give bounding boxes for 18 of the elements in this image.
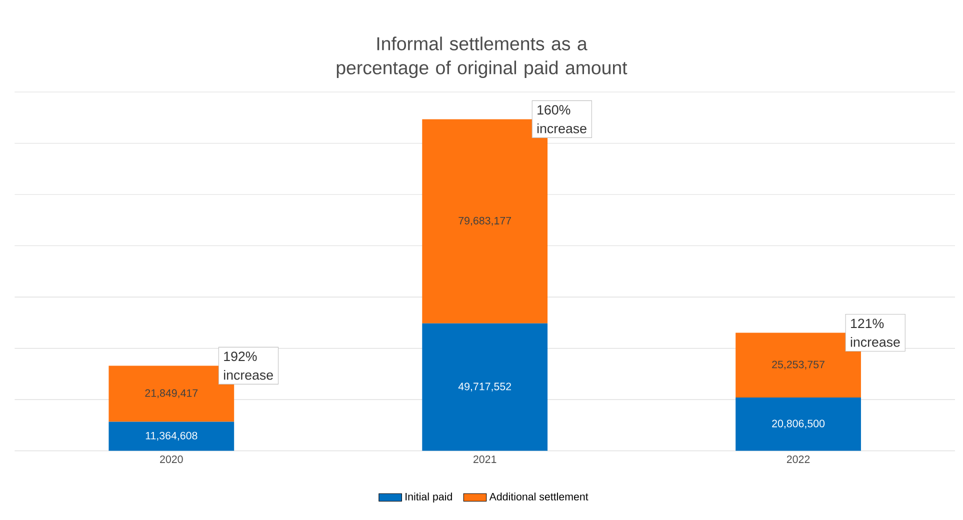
data-label: 25,253,757 — [772, 360, 824, 370]
data-label: 79,683,177 — [458, 216, 511, 226]
bar — [736, 397, 861, 451]
data-label: 21,849,417 — [145, 389, 198, 398]
x-tick-label: 2021 — [474, 455, 496, 464]
x-tick-label: 2020 — [160, 455, 183, 464]
x-tick-label: 2022 — [786, 455, 810, 464]
data-label: 49,717,552 — [458, 382, 511, 392]
data-label: 20,806,500 — [772, 420, 825, 428]
annotation: 121% increase — [850, 318, 900, 347]
bar — [108, 422, 234, 451]
legend-label: Initial paid — [406, 492, 452, 502]
data-label: 11,364,608 — [146, 432, 198, 441]
annotation: 192% increase — [224, 352, 273, 380]
legend-label: Additional settlement — [489, 492, 588, 500]
bar — [422, 323, 548, 451]
chart-title: Informal settlements as a percentage of original paid amount — [336, 36, 628, 78]
annotation: 160% increase — [537, 105, 586, 134]
